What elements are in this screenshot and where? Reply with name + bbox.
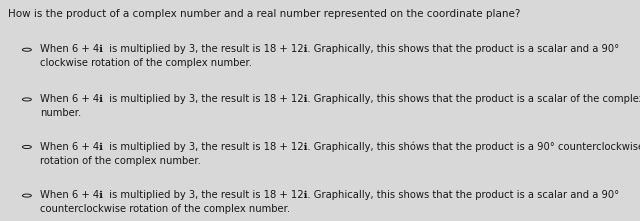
- Text: When 6 + 4ℹ  is multiplied by 3, the result is 18 + 12ℹ. Graphically, this shows: When 6 + 4ℹ is multiplied by 3, the resu…: [40, 94, 640, 118]
- Text: When 6 + 4ℹ  is multiplied by 3, the result is 18 + 12ℹ. Graphically, this shóws: When 6 + 4ℹ is multiplied by 3, the resu…: [40, 141, 640, 166]
- Text: When 6 + 4ℹ  is multiplied by 3, the result is 18 + 12ℹ. Graphically, this shows: When 6 + 4ℹ is multiplied by 3, the resu…: [40, 44, 619, 68]
- Text: How is the product of a complex number and a real number represented on the coor: How is the product of a complex number a…: [8, 9, 520, 19]
- Text: When 6 + 4ℹ  is multiplied by 3, the result is 18 + 12ℹ. Graphically, this shows: When 6 + 4ℹ is multiplied by 3, the resu…: [40, 190, 619, 214]
